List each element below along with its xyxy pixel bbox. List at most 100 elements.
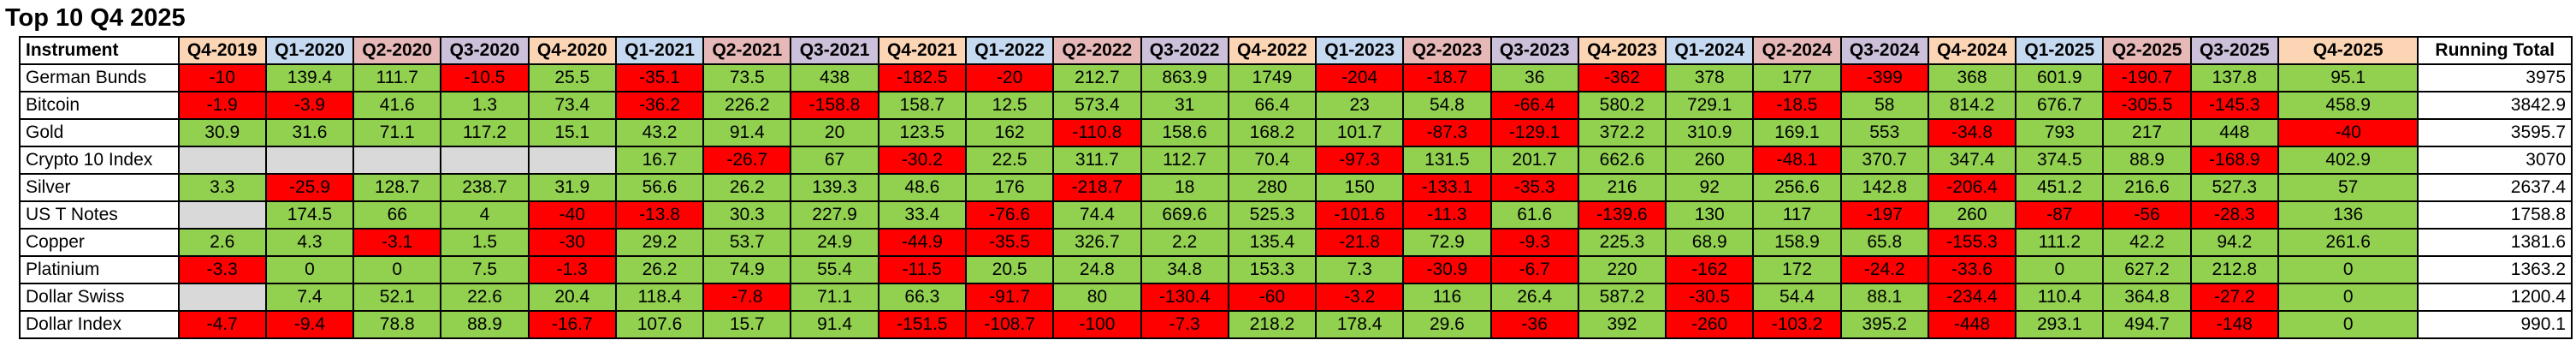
value-cell[interactable]: -139.6 — [1577, 200, 1667, 230]
value-cell[interactable]: 587.2 — [1577, 283, 1667, 312]
instrument-cell[interactable]: Dollar Index — [19, 310, 180, 339]
value-cell[interactable]: 0 — [2277, 310, 2419, 339]
value-cell[interactable]: -260 — [1665, 310, 1755, 339]
running-total-cell[interactable]: 990.1 — [2417, 310, 2573, 339]
value-cell[interactable]: -148 — [2189, 310, 2279, 339]
value-cell[interactable] — [264, 146, 355, 175]
value-cell[interactable]: 26.2 — [702, 173, 792, 202]
value-cell[interactable]: 111.2 — [2015, 228, 2105, 257]
value-cell[interactable]: 20.5 — [964, 255, 1055, 284]
value-cell[interactable]: 0 — [2277, 255, 2419, 284]
value-cell[interactable]: 107.6 — [614, 310, 705, 339]
value-cell[interactable]: 395.2 — [1839, 310, 1929, 339]
value-cell[interactable]: 7.3 — [1315, 255, 1405, 284]
value-cell[interactable]: 72.9 — [1402, 228, 1492, 257]
value-cell[interactable]: 128.7 — [352, 173, 442, 202]
value-cell[interactable]: 374.5 — [2015, 146, 2105, 175]
value-cell[interactable]: 66.3 — [877, 283, 967, 312]
value-cell[interactable]: 20 — [790, 118, 879, 147]
instrument-cell[interactable]: US T Notes — [19, 200, 180, 230]
header-quarter[interactable]: Q2-2023 — [1402, 36, 1492, 65]
value-cell[interactable]: 29.2 — [614, 228, 705, 257]
value-cell[interactable]: 56.6 — [614, 173, 705, 202]
value-cell[interactable]: 216 — [1577, 173, 1667, 202]
value-cell[interactable]: 31 — [1140, 91, 1229, 120]
value-cell[interactable]: 261.6 — [2277, 228, 2419, 257]
value-cell[interactable]: 65.8 — [1839, 228, 1929, 257]
value-cell[interactable]: 178.4 — [1315, 310, 1405, 339]
value-cell[interactable]: 153.3 — [1227, 255, 1318, 284]
header-quarter[interactable]: Q1-2025 — [2015, 36, 2105, 65]
header-quarter[interactable]: Q4-2019 — [177, 36, 267, 65]
value-cell[interactable]: -21.8 — [1315, 228, 1405, 257]
instrument-cell[interactable]: Platinium — [19, 255, 180, 284]
value-cell[interactable]: -35.3 — [1489, 173, 1579, 202]
value-cell[interactable]: 1749 — [1227, 63, 1318, 92]
value-cell[interactable]: -66.4 — [1489, 91, 1579, 120]
header-quarter[interactable]: Q4-2025 — [2277, 36, 2419, 65]
value-cell[interactable]: 7.4 — [264, 283, 355, 312]
value-cell[interactable]: -100 — [1052, 310, 1142, 339]
value-cell[interactable]: 117 — [1752, 200, 1842, 230]
header-quarter[interactable]: Q4-2022 — [1227, 36, 1318, 65]
header-quarter[interactable]: Q3-2021 — [790, 36, 879, 65]
value-cell[interactable]: -190.7 — [2102, 63, 2192, 92]
value-cell[interactable]: 580.2 — [1577, 91, 1667, 120]
running-total-cell[interactable]: 1200.4 — [2417, 283, 2573, 312]
value-cell[interactable]: 370.7 — [1839, 146, 1929, 175]
instrument-cell[interactable]: Silver — [19, 173, 180, 202]
running-total-cell[interactable]: 2637.4 — [2417, 173, 2573, 202]
value-cell[interactable]: 3.3 — [177, 173, 267, 202]
value-cell[interactable]: 95.1 — [2277, 63, 2419, 92]
value-cell[interactable]: -3.3 — [177, 255, 267, 284]
running-total-cell[interactable]: 1381.6 — [2417, 228, 2573, 257]
value-cell[interactable]: 0 — [2277, 283, 2419, 312]
header-quarter[interactable]: Q4-2024 — [1927, 36, 2017, 65]
value-cell[interactable]: -168.9 — [2189, 146, 2279, 175]
header-quarter[interactable]: Q3-2022 — [1140, 36, 1229, 65]
running-total-cell[interactable]: 1363.2 — [2417, 255, 2573, 284]
value-cell[interactable]: -130.4 — [1140, 283, 1229, 312]
value-cell[interactable]: 310.9 — [1665, 118, 1755, 147]
value-cell[interactable]: 57 — [2277, 173, 2419, 202]
value-cell[interactable]: 2.2 — [1140, 228, 1229, 257]
value-cell[interactable]: 30.9 — [177, 118, 267, 147]
value-cell[interactable]: -87.3 — [1402, 118, 1492, 147]
value-cell[interactable]: 88.9 — [440, 310, 530, 339]
value-cell[interactable]: 58 — [1839, 91, 1929, 120]
value-cell[interactable]: 293.1 — [2015, 310, 2105, 339]
value-cell[interactable]: 110.4 — [2015, 283, 2105, 312]
value-cell[interactable]: -26.7 — [702, 146, 792, 175]
header-quarter[interactable]: Q4-2020 — [527, 36, 617, 65]
value-cell[interactable]: 169.1 — [1752, 118, 1842, 147]
header-quarter[interactable]: Q3-2024 — [1839, 36, 1929, 65]
value-cell[interactable] — [352, 146, 442, 175]
value-cell[interactable]: 218.2 — [1227, 310, 1318, 339]
value-cell[interactable] — [177, 283, 267, 312]
value-cell[interactable]: 729.1 — [1665, 91, 1755, 120]
value-cell[interactable]: -162 — [1665, 255, 1755, 284]
value-cell[interactable]: -87 — [2015, 200, 2105, 230]
instrument-cell[interactable]: Bitcoin — [19, 91, 180, 120]
value-cell[interactable]: -35.5 — [964, 228, 1055, 257]
value-cell[interactable]: -44.9 — [877, 228, 967, 257]
instrument-cell[interactable]: German Bunds — [19, 63, 180, 92]
value-cell[interactable]: -7.8 — [702, 283, 792, 312]
value-cell[interactable]: 216.6 — [2102, 173, 2192, 202]
value-cell[interactable]: 220 — [1577, 255, 1667, 284]
value-cell[interactable]: 158.9 — [1752, 228, 1842, 257]
value-cell[interactable]: -10.5 — [440, 63, 530, 92]
value-cell[interactable]: 91.4 — [790, 310, 879, 339]
value-cell[interactable]: 627.2 — [2102, 255, 2192, 284]
value-cell[interactable]: -151.5 — [877, 310, 967, 339]
instrument-cell[interactable]: Gold — [19, 118, 180, 147]
value-cell[interactable]: -40 — [2277, 118, 2419, 147]
value-cell[interactable]: -24.2 — [1839, 255, 1929, 284]
value-cell[interactable]: -129.1 — [1489, 118, 1579, 147]
value-cell[interactable]: 662.6 — [1577, 146, 1667, 175]
value-cell[interactable]: -16.7 — [527, 310, 617, 339]
value-cell[interactable]: 525.3 — [1227, 200, 1318, 230]
value-cell[interactable]: -20 — [964, 63, 1055, 92]
value-cell[interactable]: 177 — [1752, 63, 1842, 92]
value-cell[interactable]: 392 — [1577, 310, 1667, 339]
